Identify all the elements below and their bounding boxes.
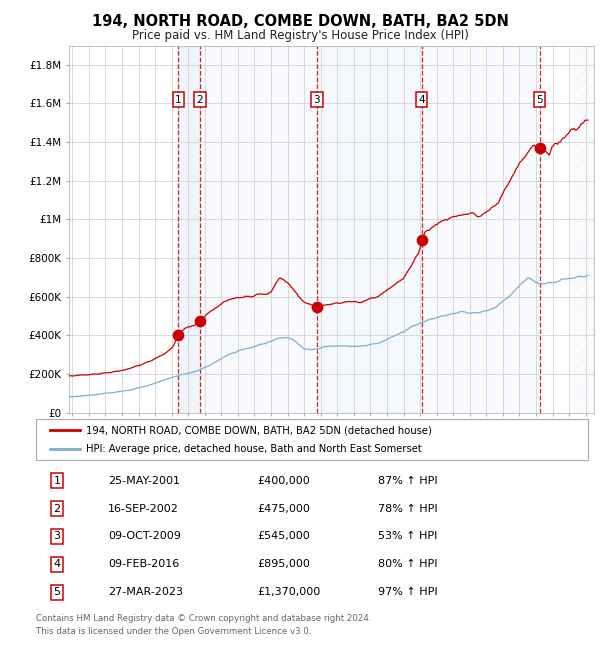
Text: 09-OCT-2009: 09-OCT-2009 <box>108 532 181 541</box>
Text: £475,000: £475,000 <box>257 504 310 514</box>
Bar <box>422 46 540 413</box>
Text: Contains HM Land Registry data © Crown copyright and database right 2024.: Contains HM Land Registry data © Crown c… <box>36 614 371 623</box>
Text: 1: 1 <box>53 476 61 486</box>
Text: Price paid vs. HM Land Registry's House Price Index (HPI): Price paid vs. HM Land Registry's House … <box>131 29 469 42</box>
Text: 27-MAR-2023: 27-MAR-2023 <box>108 588 183 597</box>
Point <box>417 235 427 245</box>
Text: £400,000: £400,000 <box>257 476 310 486</box>
Bar <box>574 46 594 413</box>
Point <box>173 330 183 341</box>
Text: 25-MAY-2001: 25-MAY-2001 <box>108 476 180 486</box>
Text: 3: 3 <box>53 532 61 541</box>
Point <box>312 302 322 313</box>
Text: 97% ↑ HPI: 97% ↑ HPI <box>378 588 438 597</box>
Text: 09-FEB-2016: 09-FEB-2016 <box>108 560 179 569</box>
Text: 16-SEP-2002: 16-SEP-2002 <box>108 504 179 514</box>
Text: 4: 4 <box>419 95 425 105</box>
Text: 2: 2 <box>197 95 203 105</box>
Text: £1,370,000: £1,370,000 <box>257 588 320 597</box>
Text: 194, NORTH ROAD, COMBE DOWN, BATH, BA2 5DN (detached house): 194, NORTH ROAD, COMBE DOWN, BATH, BA2 5… <box>86 425 431 435</box>
Text: 53% ↑ HPI: 53% ↑ HPI <box>378 532 437 541</box>
Text: This data is licensed under the Open Government Licence v3.0.: This data is licensed under the Open Gov… <box>36 627 311 636</box>
Text: 1: 1 <box>175 95 182 105</box>
Text: £895,000: £895,000 <box>257 560 310 569</box>
FancyBboxPatch shape <box>36 419 588 460</box>
Bar <box>178 46 200 413</box>
Text: 87% ↑ HPI: 87% ↑ HPI <box>378 476 438 486</box>
Text: 4: 4 <box>53 560 61 569</box>
Text: 5: 5 <box>53 588 61 597</box>
Text: 194, NORTH ROAD, COMBE DOWN, BATH, BA2 5DN: 194, NORTH ROAD, COMBE DOWN, BATH, BA2 5… <box>92 14 508 29</box>
Text: HPI: Average price, detached house, Bath and North East Somerset: HPI: Average price, detached house, Bath… <box>86 445 421 454</box>
Text: 5: 5 <box>536 95 543 105</box>
Point <box>535 143 545 153</box>
Point <box>195 316 205 326</box>
Text: 2: 2 <box>53 504 61 514</box>
Text: £545,000: £545,000 <box>257 532 310 541</box>
Text: 78% ↑ HPI: 78% ↑ HPI <box>378 504 438 514</box>
Text: 80% ↑ HPI: 80% ↑ HPI <box>378 560 438 569</box>
Text: 3: 3 <box>314 95 320 105</box>
Bar <box>317 46 422 413</box>
Bar <box>178 46 317 413</box>
